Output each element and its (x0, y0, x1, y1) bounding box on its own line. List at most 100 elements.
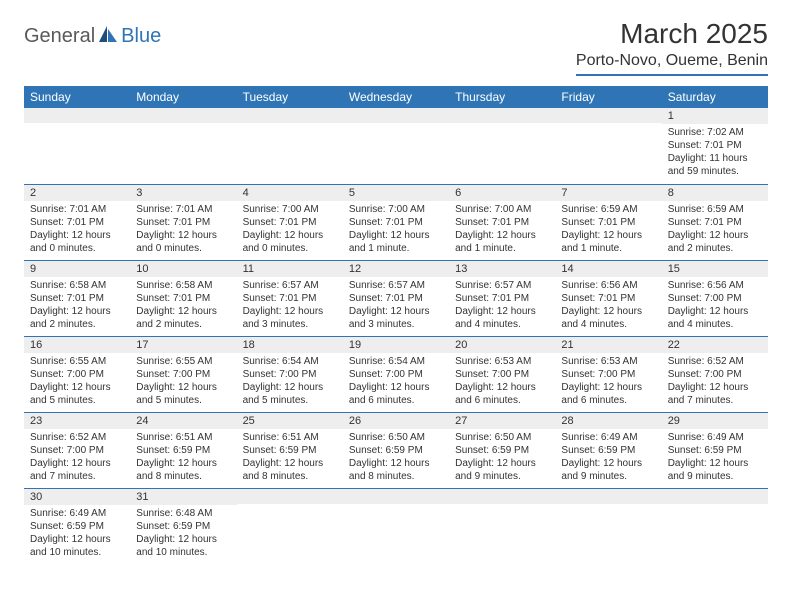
calendar-day-cell: 22Sunrise: 6:52 AMSunset: 7:00 PMDayligh… (662, 336, 768, 412)
header: General Blue March 2025 Porto-Novo, Ouem… (24, 18, 768, 76)
sunset-text: Sunset: 6:59 PM (136, 520, 230, 533)
sunrise-text: Sunrise: 6:54 AM (243, 355, 337, 368)
daylight-text: Daylight: 12 hours and 5 minutes. (243, 381, 337, 407)
day-number (449, 489, 555, 504)
daylight-text: Daylight: 12 hours and 2 minutes. (136, 305, 230, 331)
day-details (449, 504, 555, 544)
day-number: 21 (555, 337, 661, 353)
sunset-text: Sunset: 6:59 PM (561, 444, 655, 457)
sunrise-text: Sunrise: 6:57 AM (243, 279, 337, 292)
month-title: March 2025 (576, 18, 768, 50)
day-number (449, 108, 555, 123)
daylight-text: Daylight: 12 hours and 8 minutes. (349, 457, 443, 483)
day-details (555, 123, 661, 163)
day-number (343, 489, 449, 504)
day-number: 28 (555, 413, 661, 429)
calendar-day-cell: 13Sunrise: 6:57 AMSunset: 7:01 PMDayligh… (449, 260, 555, 336)
day-details: Sunrise: 6:50 AMSunset: 6:59 PMDaylight:… (343, 429, 449, 487)
calendar-day-cell: 27Sunrise: 6:50 AMSunset: 6:59 PMDayligh… (449, 412, 555, 488)
day-details (343, 504, 449, 544)
calendar-day-cell: 8Sunrise: 6:59 AMSunset: 7:01 PMDaylight… (662, 184, 768, 260)
day-details: Sunrise: 6:57 AMSunset: 7:01 PMDaylight:… (449, 277, 555, 335)
daylight-text: Daylight: 12 hours and 7 minutes. (30, 457, 124, 483)
daylight-text: Daylight: 12 hours and 2 minutes. (30, 305, 124, 331)
day-number: 15 (662, 261, 768, 277)
daylight-text: Daylight: 12 hours and 10 minutes. (136, 533, 230, 559)
calendar-day-cell (662, 488, 768, 564)
sunrise-text: Sunrise: 6:50 AM (455, 431, 549, 444)
calendar-day-cell: 15Sunrise: 6:56 AMSunset: 7:00 PMDayligh… (662, 260, 768, 336)
calendar-day-cell (555, 108, 661, 184)
daylight-text: Daylight: 12 hours and 4 minutes. (668, 305, 762, 331)
day-number: 25 (237, 413, 343, 429)
day-number: 31 (130, 489, 236, 505)
calendar-day-cell (449, 108, 555, 184)
calendar-day-cell: 17Sunrise: 6:55 AMSunset: 7:00 PMDayligh… (130, 336, 236, 412)
day-number: 6 (449, 185, 555, 201)
calendar-week-row: 16Sunrise: 6:55 AMSunset: 7:00 PMDayligh… (24, 336, 768, 412)
sunrise-text: Sunrise: 7:00 AM (455, 203, 549, 216)
day-number: 20 (449, 337, 555, 353)
calendar-day-cell: 18Sunrise: 6:54 AMSunset: 7:00 PMDayligh… (237, 336, 343, 412)
sunrise-text: Sunrise: 6:53 AM (561, 355, 655, 368)
calendar-day-cell: 23Sunrise: 6:52 AMSunset: 7:00 PMDayligh… (24, 412, 130, 488)
sunrise-text: Sunrise: 7:01 AM (136, 203, 230, 216)
calendar-week-row: 1Sunrise: 7:02 AMSunset: 7:01 PMDaylight… (24, 108, 768, 184)
calendar-day-cell: 25Sunrise: 6:51 AMSunset: 6:59 PMDayligh… (237, 412, 343, 488)
day-details: Sunrise: 6:57 AMSunset: 7:01 PMDaylight:… (343, 277, 449, 335)
sunset-text: Sunset: 7:01 PM (561, 216, 655, 229)
day-details (237, 123, 343, 163)
day-number: 19 (343, 337, 449, 353)
sunset-text: Sunset: 7:01 PM (349, 216, 443, 229)
sunrise-text: Sunrise: 7:00 AM (243, 203, 337, 216)
sunset-text: Sunset: 7:01 PM (668, 139, 762, 152)
day-details: Sunrise: 6:55 AMSunset: 7:00 PMDaylight:… (24, 353, 130, 411)
daylight-text: Daylight: 12 hours and 8 minutes. (243, 457, 337, 483)
weekday-header-row: SundayMondayTuesdayWednesdayThursdayFrid… (24, 86, 768, 108)
day-number: 11 (237, 261, 343, 277)
calendar-day-cell (237, 488, 343, 564)
daylight-text: Daylight: 12 hours and 6 minutes. (349, 381, 443, 407)
sunset-text: Sunset: 6:59 PM (668, 444, 762, 457)
day-details: Sunrise: 6:59 AMSunset: 7:01 PMDaylight:… (555, 201, 661, 259)
calendar-day-cell: 5Sunrise: 7:00 AMSunset: 7:01 PMDaylight… (343, 184, 449, 260)
daylight-text: Daylight: 12 hours and 2 minutes. (668, 229, 762, 255)
day-number: 27 (449, 413, 555, 429)
page: General Blue March 2025 Porto-Novo, Ouem… (0, 0, 792, 582)
sunset-text: Sunset: 6:59 PM (136, 444, 230, 457)
day-details: Sunrise: 7:00 AMSunset: 7:01 PMDaylight:… (449, 201, 555, 259)
day-details: Sunrise: 6:58 AMSunset: 7:01 PMDaylight:… (130, 277, 236, 335)
calendar-table: SundayMondayTuesdayWednesdayThursdayFrid… (24, 86, 768, 564)
day-details: Sunrise: 6:54 AMSunset: 7:00 PMDaylight:… (237, 353, 343, 411)
sunrise-text: Sunrise: 6:51 AM (136, 431, 230, 444)
sunrise-text: Sunrise: 6:54 AM (349, 355, 443, 368)
day-details (449, 123, 555, 163)
day-number: 1 (662, 108, 768, 124)
daylight-text: Daylight: 12 hours and 4 minutes. (455, 305, 549, 331)
sunrise-text: Sunrise: 6:49 AM (30, 507, 124, 520)
daylight-text: Daylight: 12 hours and 0 minutes. (136, 229, 230, 255)
calendar-day-cell: 21Sunrise: 6:53 AMSunset: 7:00 PMDayligh… (555, 336, 661, 412)
daylight-text: Daylight: 12 hours and 9 minutes. (668, 457, 762, 483)
daylight-text: Daylight: 11 hours and 59 minutes. (668, 152, 762, 178)
sunrise-text: Sunrise: 6:55 AM (30, 355, 124, 368)
sunset-text: Sunset: 7:01 PM (561, 292, 655, 305)
day-details (555, 504, 661, 544)
day-details: Sunrise: 6:58 AMSunset: 7:01 PMDaylight:… (24, 277, 130, 335)
location-text: Porto-Novo, Oueme, Benin (576, 52, 768, 76)
daylight-text: Daylight: 12 hours and 6 minutes. (455, 381, 549, 407)
sunset-text: Sunset: 7:01 PM (136, 292, 230, 305)
day-details (343, 123, 449, 163)
sail-icon (97, 24, 119, 49)
day-details: Sunrise: 6:55 AMSunset: 7:00 PMDaylight:… (130, 353, 236, 411)
day-details (24, 123, 130, 163)
weekday-header: Tuesday (237, 86, 343, 108)
sunrise-text: Sunrise: 6:57 AM (349, 279, 443, 292)
calendar-day-cell: 10Sunrise: 6:58 AMSunset: 7:01 PMDayligh… (130, 260, 236, 336)
calendar-day-cell (555, 488, 661, 564)
sunset-text: Sunset: 6:59 PM (243, 444, 337, 457)
calendar-day-cell: 16Sunrise: 6:55 AMSunset: 7:00 PMDayligh… (24, 336, 130, 412)
day-number: 9 (24, 261, 130, 277)
sunset-text: Sunset: 7:01 PM (668, 216, 762, 229)
day-details: Sunrise: 6:59 AMSunset: 7:01 PMDaylight:… (662, 201, 768, 259)
